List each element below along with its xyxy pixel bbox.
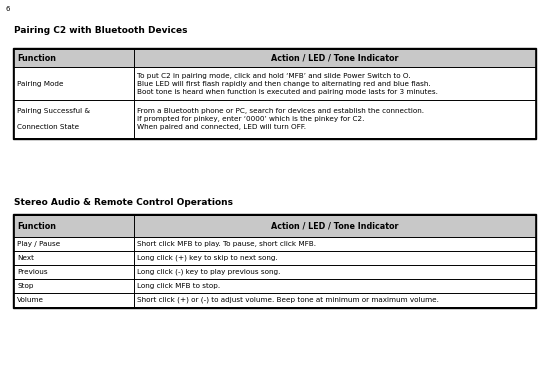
Text: Function: Function <box>17 221 56 230</box>
Bar <box>134 293 535 307</box>
Text: Short click MFB to play. To pause, short click MFB.: Short click MFB to play. To pause, short… <box>137 241 316 247</box>
Bar <box>14 67 134 100</box>
Text: 6: 6 <box>5 6 9 12</box>
Bar <box>14 215 535 307</box>
Text: Previous: Previous <box>17 269 48 275</box>
Text: Play / Pause: Play / Pause <box>17 241 60 247</box>
Text: Long click (+) key to skip to next song.: Long click (+) key to skip to next song. <box>137 255 277 261</box>
Bar <box>14 251 134 265</box>
Bar <box>14 49 134 67</box>
Bar <box>14 265 134 279</box>
Bar <box>14 293 134 307</box>
Text: Volume: Volume <box>17 297 44 303</box>
Bar <box>134 265 535 279</box>
Text: To put C2 in pairing mode, click and hold ‘MFB’ and slide Power Switch to O.
Blu: To put C2 in pairing mode, click and hol… <box>137 73 438 95</box>
Bar <box>14 49 535 138</box>
Bar <box>13 48 536 139</box>
Text: Action / LED / Tone Indicator: Action / LED / Tone Indicator <box>270 221 398 230</box>
Text: Pairing Successful &

Connection State: Pairing Successful & Connection State <box>17 108 90 130</box>
Bar <box>14 279 134 293</box>
Text: From a Bluetooth phone or PC, search for devices and establish the connection.
I: From a Bluetooth phone or PC, search for… <box>137 108 424 130</box>
Text: Action / LED / Tone Indicator: Action / LED / Tone Indicator <box>270 53 398 62</box>
Text: Stop: Stop <box>17 283 34 289</box>
Text: Long click (-) key to play previous song.: Long click (-) key to play previous song… <box>137 269 280 275</box>
Text: Long click MFB to stop.: Long click MFB to stop. <box>137 283 220 289</box>
Bar <box>134 100 535 138</box>
Bar <box>14 237 134 251</box>
Bar <box>134 49 535 67</box>
Bar <box>14 215 134 237</box>
Bar <box>13 214 536 308</box>
Text: Short click (+) or (-) to adjust volume. Beep tone at minimum or maximum volume.: Short click (+) or (-) to adjust volume.… <box>137 297 439 303</box>
Bar <box>134 279 535 293</box>
Text: Pairing C2 with Bluetooth Devices: Pairing C2 with Bluetooth Devices <box>14 26 187 35</box>
Text: Pairing Mode: Pairing Mode <box>17 80 64 86</box>
Bar <box>134 67 535 100</box>
Bar <box>14 100 134 138</box>
Text: Stereo Audio & Remote Control Operations: Stereo Audio & Remote Control Operations <box>14 198 233 207</box>
Bar <box>134 251 535 265</box>
Text: Next: Next <box>17 255 34 261</box>
Bar <box>134 237 535 251</box>
Text: Function: Function <box>17 53 56 62</box>
Bar <box>134 215 535 237</box>
